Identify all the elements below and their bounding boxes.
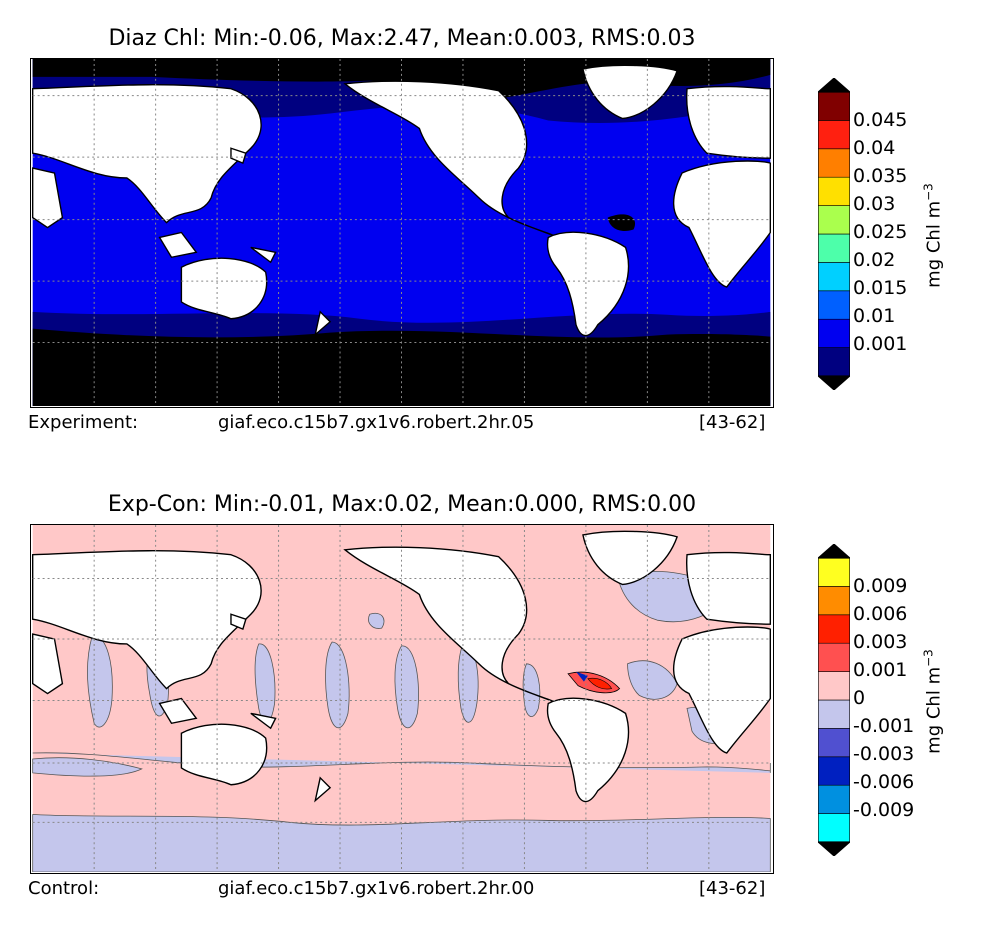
colorbar-segment bbox=[817, 614, 851, 644]
colorbar-over-triangle bbox=[816, 543, 852, 559]
colorbar-under-triangle bbox=[816, 375, 852, 391]
caribbean-below-range bbox=[607, 214, 636, 232]
colorbar-segment bbox=[817, 205, 851, 235]
top-colorbar-svg bbox=[816, 77, 852, 391]
colorbar-tick: -0.009 bbox=[853, 799, 915, 821]
colorbar-segment bbox=[817, 233, 851, 263]
colorbar-tick: 0.035 bbox=[853, 165, 908, 187]
bottom-colorbar-unit: mg Chl m−3 bbox=[922, 647, 945, 757]
colorbar-tick: 0 bbox=[853, 687, 866, 709]
colorbar-segment bbox=[817, 290, 851, 320]
colorbar-under-triangle bbox=[816, 841, 852, 857]
map-gridlines bbox=[32, 525, 771, 872]
bottom-footer-label: Control: bbox=[28, 878, 100, 899]
colorbar-tick: 0.009 bbox=[853, 575, 908, 597]
colorbar-unit-text: mg Chl m bbox=[923, 200, 945, 288]
colorbar-segment bbox=[817, 671, 851, 701]
colorbar-segment bbox=[817, 784, 851, 814]
colorbar-segment bbox=[817, 586, 851, 616]
colorbar-tick: 0.02 bbox=[853, 249, 896, 271]
colorbar-unit-exponent: −3 bbox=[921, 649, 936, 667]
colorbar-tick: 0.006 bbox=[853, 603, 908, 625]
colorbar-unit-text: mg Chl m bbox=[923, 666, 945, 754]
colorbar-segment bbox=[817, 91, 851, 121]
bottom-colorbar bbox=[816, 543, 852, 857]
top-footer-years: [43-62] bbox=[699, 412, 766, 433]
colorbar-segment bbox=[817, 557, 851, 587]
colorbar-tick: -0.006 bbox=[853, 771, 915, 793]
top-footer-label: Experiment: bbox=[28, 412, 139, 433]
top-footer-case: giaf.eco.c15b7.gx1v6.robert.2hr.05 bbox=[218, 412, 535, 433]
colorbar-segment bbox=[817, 148, 851, 178]
top-colorbar-unit: mg Chl m−3 bbox=[922, 181, 945, 291]
colorbar-segment bbox=[817, 728, 851, 758]
colorbar-tick: 0.025 bbox=[853, 221, 908, 243]
top-colorbar bbox=[816, 77, 852, 391]
colorbar-segment bbox=[817, 756, 851, 786]
colorbar-segment bbox=[817, 176, 851, 206]
colorbar-tick: -0.003 bbox=[853, 743, 915, 765]
colorbar-segment bbox=[817, 347, 851, 377]
colorbar-tick: -0.001 bbox=[853, 715, 915, 737]
colorbar-tick: 0.04 bbox=[853, 137, 896, 159]
map-gridlines bbox=[32, 59, 771, 406]
colorbar-segment bbox=[817, 120, 851, 150]
continents bbox=[31, 64, 772, 337]
bottom-colorbar-svg bbox=[816, 543, 852, 857]
colorbar-tick: 0.045 bbox=[853, 109, 908, 131]
colorbar-segment bbox=[817, 318, 851, 348]
colorbar-tick: 0.003 bbox=[853, 631, 908, 653]
continents bbox=[31, 530, 772, 803]
colorbar-segment bbox=[817, 642, 851, 672]
colorbar-tick: 0.001 bbox=[853, 333, 908, 355]
colorbar-unit-exponent: −3 bbox=[921, 183, 936, 201]
top-map-title: Diaz Chl: Min:-0.06, Max:2.47, Mean:0.00… bbox=[108, 26, 696, 51]
colorbar-tick: 0.01 bbox=[853, 305, 896, 327]
colorbar-segment bbox=[817, 813, 851, 843]
top-map bbox=[30, 58, 774, 408]
bottom-map-title: Exp-Con: Min:-0.01, Max:0.02, Mean:0.000… bbox=[107, 492, 697, 517]
colorbar-tick: 0.015 bbox=[853, 277, 908, 299]
bottom-footer-case: giaf.eco.c15b7.gx1v6.robert.2hr.00 bbox=[218, 878, 535, 899]
caribbean-positive-hotspot bbox=[567, 671, 621, 694]
colorbar-segment bbox=[817, 699, 851, 729]
colorbar-segment bbox=[817, 262, 851, 292]
colorbar-over-triangle bbox=[816, 77, 852, 93]
colorbar-tick: 0.03 bbox=[853, 193, 896, 215]
colorbar-tick: 0.001 bbox=[853, 659, 908, 681]
bottom-map bbox=[30, 524, 774, 874]
bottom-footer-years: [43-62] bbox=[699, 878, 766, 899]
